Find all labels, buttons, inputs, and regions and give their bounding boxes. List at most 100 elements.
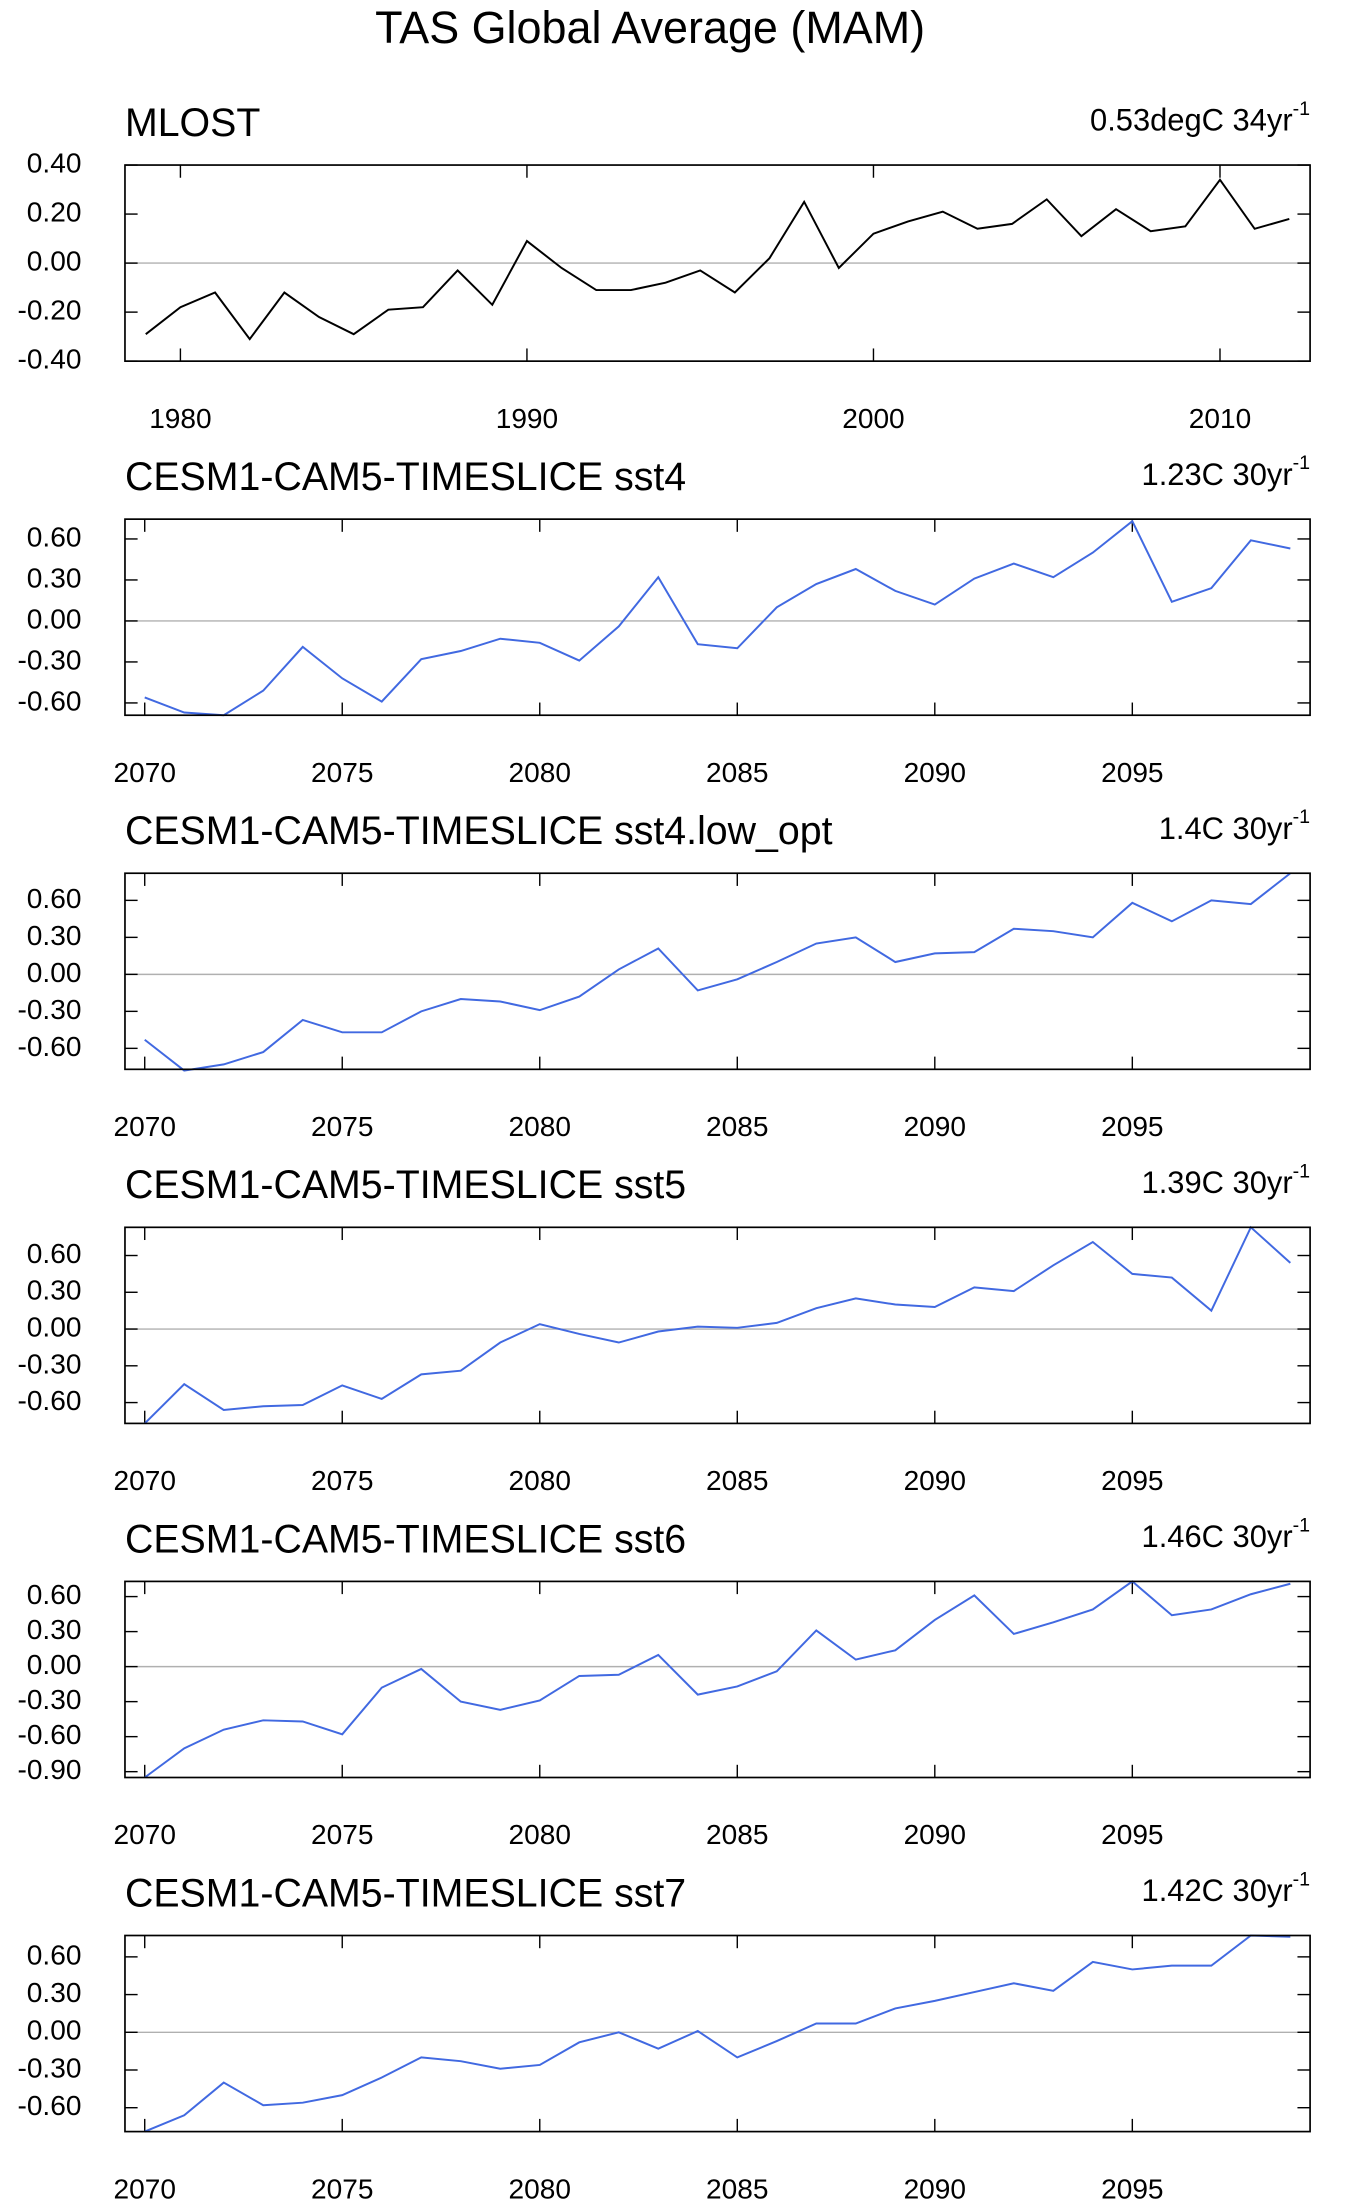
data-line [144, 519, 1291, 717]
y-tick-label: 0.60 [27, 883, 82, 914]
x-tick-label: 2095 [1101, 1465, 1163, 1496]
x-tick-label: 2095 [1101, 757, 1163, 788]
trend-label: 1.4C 30yr-1 [1159, 806, 1310, 846]
y-tick-label: 0.00 [27, 1311, 82, 1342]
plot-frame [124, 872, 1311, 1071]
x-tick-label: 2080 [509, 757, 571, 788]
plot-frame [124, 1934, 1311, 2133]
x-tick-label: 2090 [904, 1819, 966, 1850]
y-tick-label: -0.60 [17, 1385, 81, 1416]
y-tick-label: -0.60 [17, 2090, 81, 2121]
x-tick-label: 2070 [114, 2173, 176, 2204]
x-tick-label: 2000 [842, 403, 904, 434]
y-tick-label: 0.00 [27, 2015, 82, 2046]
plot-frame [124, 1580, 1311, 1779]
y-tick-label: -0.60 [17, 1719, 81, 1750]
x-tick-label: 2095 [1101, 1819, 1163, 1850]
x-tick-label: 2085 [706, 1465, 768, 1496]
x-tick-label: 2070 [114, 1819, 176, 1850]
x-tick-label: 2095 [1101, 1111, 1163, 1142]
y-tick-label: 0.00 [27, 1649, 82, 1680]
x-tick-label: 2090 [904, 2173, 966, 2204]
plot-frame [124, 164, 1311, 362]
data-line [145, 178, 1290, 341]
trend-superscript: -1 [1293, 806, 1310, 828]
x-tick-label: 2075 [311, 757, 373, 788]
x-tick-label: 2080 [509, 1111, 571, 1142]
y-tick-label: -0.30 [17, 994, 81, 1025]
trend-text: 1.23C 30yr [1142, 457, 1293, 492]
panel-title: CESM1-CAM5-TIMESLICE sst6 [125, 1517, 686, 1561]
x-tick-label: 2075 [311, 2173, 373, 2204]
y-tick-label: -0.30 [17, 644, 81, 675]
plot-frame [124, 1226, 1311, 1425]
panel-title: CESM1-CAM5-TIMESLICE sst4 [125, 455, 686, 499]
x-tick-label: 2075 [311, 1819, 373, 1850]
x-tick-label: 2070 [114, 1111, 176, 1142]
x-tick-label: 2085 [706, 1819, 768, 1850]
trend-superscript: -1 [1293, 1515, 1310, 1537]
x-tick-label: 1990 [496, 403, 558, 434]
figure-title: TAS Global Average (MAM) [375, 2, 925, 53]
data-line [144, 1934, 1291, 2133]
y-tick-label: 0.30 [27, 1614, 82, 1645]
x-tick-label: 2090 [904, 1111, 966, 1142]
x-tick-label: 2085 [706, 1111, 768, 1142]
y-tick-label: -0.30 [17, 1684, 81, 1715]
y-tick-label: -0.30 [17, 2052, 81, 2083]
data-line [144, 1580, 1291, 1779]
x-tick-label: 2090 [904, 1465, 966, 1496]
trend-label: 1.39C 30yr-1 [1142, 1160, 1311, 1200]
data-line [144, 872, 1291, 1072]
panel-title: CESM1-CAM5-TIMESLICE sst4.low_opt [125, 809, 833, 853]
x-tick-label: 2090 [904, 757, 966, 788]
y-tick-label: 0.30 [27, 562, 82, 593]
y-tick-label: -0.40 [17, 344, 81, 375]
plot-frame [124, 518, 1311, 717]
x-tick-label: 2070 [114, 757, 176, 788]
trend-text: 1.4C 30yr [1159, 811, 1293, 846]
trend-superscript: -1 [1293, 1869, 1310, 1891]
trend-text: 1.39C 30yr [1142, 1165, 1293, 1200]
trend-label: 1.46C 30yr-1 [1142, 1515, 1311, 1555]
y-tick-label: 0.60 [27, 1939, 82, 1970]
x-tick-label: 2080 [509, 2173, 571, 2204]
y-tick-label: 0.30 [27, 1977, 82, 2008]
panel-title: CESM1-CAM5-TIMESLICE sst7 [125, 1871, 686, 1915]
trend-superscript: -1 [1293, 98, 1310, 120]
x-tick-label: 2080 [509, 1465, 571, 1496]
y-tick-label: -0.30 [17, 1348, 81, 1379]
trend-label: 0.53degC 34yr-1 [1090, 98, 1310, 138]
x-tick-label: 2095 [1101, 2173, 1163, 2204]
y-tick-label: 0.20 [27, 196, 82, 227]
y-tick-label: -0.60 [17, 685, 81, 716]
y-tick-label: 0.60 [27, 1579, 82, 1610]
x-tick-label: 2075 [311, 1465, 373, 1496]
trend-superscript: -1 [1293, 452, 1310, 474]
data-line [144, 1225, 1291, 1425]
trend-text: 0.53degC 34yr [1090, 103, 1293, 138]
y-tick-label: 0.30 [27, 1275, 82, 1306]
y-tick-label: 0.30 [27, 920, 82, 951]
x-tick-label: 2010 [1189, 403, 1251, 434]
trend-text: 1.42C 30yr [1142, 1873, 1293, 1908]
x-tick-label: 1980 [149, 403, 211, 434]
trend-text: 1.46C 30yr [1142, 1519, 1293, 1554]
trend-label: 1.23C 30yr-1 [1142, 452, 1311, 492]
y-tick-label: 0.60 [27, 1238, 82, 1269]
x-tick-label: 2075 [311, 1111, 373, 1142]
y-tick-label: -0.90 [17, 1754, 81, 1785]
x-tick-label: 2080 [509, 1819, 571, 1850]
y-tick-label: 0.60 [27, 521, 82, 552]
y-tick-label: 0.00 [27, 245, 82, 276]
trend-label: 1.42C 30yr-1 [1142, 1869, 1311, 1909]
y-tick-label: 0.00 [27, 603, 82, 634]
x-tick-label: 2085 [706, 2173, 768, 2204]
panel-title: CESM1-CAM5-TIMESLICE sst5 [125, 1163, 686, 1207]
y-tick-label: 0.00 [27, 957, 82, 988]
panel-title: MLOST [125, 101, 260, 145]
x-tick-label: 2070 [114, 1465, 176, 1496]
y-tick-label: 0.40 [27, 147, 82, 178]
